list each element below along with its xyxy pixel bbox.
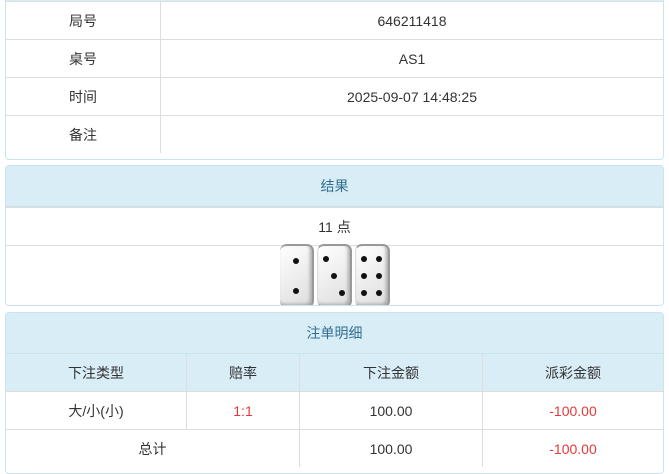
pip (292, 288, 299, 294)
odds: 1:1 (186, 392, 299, 429)
bet-detail-panel: 注单明细 下注类型 赔率 下注金额 派彩金额 大/小(小) 1:1 100.00… (5, 312, 664, 474)
value: 2025-09-07 14:48:25 (160, 78, 663, 115)
total-row: 总计 100.00 -100.00 (6, 429, 663, 467)
die-3-icon (316, 244, 352, 305)
result-panel: 结果 11 点 (5, 165, 664, 306)
info-row-time: 时间 2025-09-07 14:48:25 (6, 77, 663, 115)
label: 局号 (69, 12, 97, 29)
label: 时间 (69, 88, 97, 105)
table-row: 大/小(小) 1:1 100.00 -100.00 (6, 391, 663, 429)
pip (375, 289, 382, 296)
bet-detail-title: 注单明细 (6, 313, 663, 354)
pip (338, 289, 345, 296)
label: 桌号 (69, 50, 97, 67)
pip (322, 256, 329, 263)
total-payout: -100.00 (482, 430, 663, 467)
payout: -100.00 (482, 392, 663, 429)
pip (330, 273, 337, 279)
amount: 100.00 (299, 392, 482, 429)
info-row-table: 桌号 AS1 (6, 39, 663, 77)
col-payout: 派彩金额 (482, 354, 663, 391)
pip (361, 256, 368, 263)
value (160, 116, 663, 153)
info-panel: 局号 646211418 桌号 AS1 时间 2025-09-07 14:48:25 … (5, 0, 664, 160)
info-row-remark: 备注 (6, 115, 663, 153)
value: AS1 (160, 40, 663, 77)
pip (375, 256, 382, 263)
die-2-icon (279, 244, 314, 305)
table-header: 下注类型 赔率 下注金额 派彩金额 (6, 354, 663, 391)
pip (361, 289, 368, 296)
label: 备注 (69, 126, 97, 143)
pip (292, 258, 299, 264)
col-amount: 下注金额 (299, 354, 482, 391)
result-title: 结果 (6, 166, 663, 207)
col-type: 下注类型 (68, 364, 124, 381)
total-amount: 100.00 (299, 430, 482, 467)
col-odds: 赔率 (186, 354, 299, 391)
panel-top (6, 0, 663, 1)
bet-type: 大/小(小) (68, 402, 124, 419)
result-points: 11 点 (6, 207, 663, 245)
info-row-round: 局号 646211418 (6, 1, 663, 39)
die-6-icon (354, 244, 390, 305)
pip (375, 273, 382, 279)
value: 646211418 (160, 2, 663, 39)
total-label: 总计 (138, 440, 167, 457)
dice-row (6, 244, 663, 305)
pip (361, 273, 368, 279)
